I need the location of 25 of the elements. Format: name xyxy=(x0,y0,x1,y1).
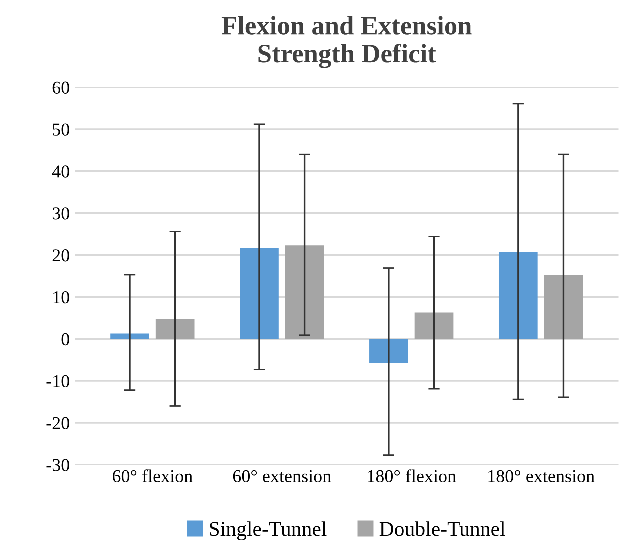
bar xyxy=(285,246,324,340)
x-tick-label: 180° extension xyxy=(488,470,595,483)
y-tick-label: 40 xyxy=(52,166,70,178)
bar xyxy=(156,319,195,340)
y-tick-label: -20 xyxy=(46,417,70,430)
y-tick-label: 20 xyxy=(52,250,70,262)
y-tick-label: 60 xyxy=(52,82,70,94)
y-tick-label: -30 xyxy=(46,459,70,472)
x-tick-label: 180° flexion xyxy=(368,470,456,483)
y-tick-label: 10 xyxy=(54,291,70,304)
chart-title: Flexion and Extension Strength Deficit xyxy=(222,16,472,68)
y-tick-label: -10 xyxy=(46,375,70,388)
bar xyxy=(110,334,150,340)
x-tick-label: 60° flexion xyxy=(112,470,193,483)
bar xyxy=(498,252,538,340)
x-tick-label: 60° extension xyxy=(233,470,332,483)
bar xyxy=(544,275,584,340)
bar xyxy=(414,312,454,340)
bar xyxy=(240,248,279,340)
bar xyxy=(370,339,408,364)
y-tick-label: 50 xyxy=(53,124,70,136)
y-tick-label: 30 xyxy=(52,208,70,220)
legend-label: Double-Tunnel xyxy=(380,522,506,536)
y-tick-label: 0 xyxy=(62,333,70,346)
legend-label: Single-Tunnel xyxy=(210,522,327,541)
